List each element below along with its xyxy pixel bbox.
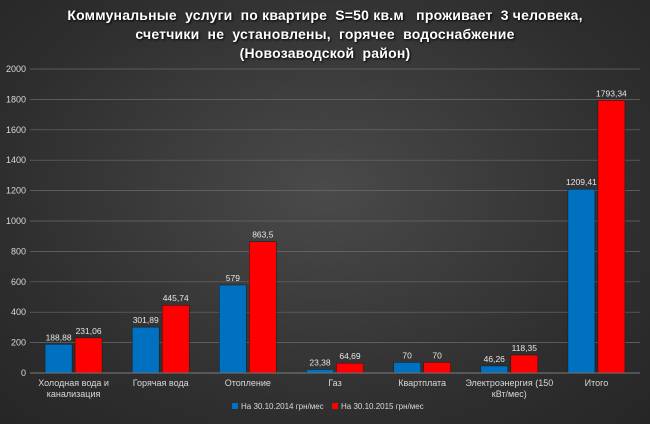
bar-series-1 [44, 344, 73, 374]
data-label: 46,26 [484, 354, 506, 364]
legend-entry-2: На 30.10.2015 грн/мес [341, 402, 424, 411]
bar-series-2 [510, 354, 539, 374]
legend-swatch-2 [332, 403, 338, 409]
x-tick-label: Итого [585, 378, 609, 388]
data-label: 1209,41 [566, 177, 597, 187]
y-tick-label: 1400 [6, 155, 26, 165]
gridlines [30, 68, 640, 374]
y-axis: 0 200 400 600 800 1000 1200 1400 1600 1800 2000 [6, 64, 26, 378]
x-tick-label: Горячая вода [133, 378, 189, 388]
legend-entry-1: На 30.10.2014 грн/мес [241, 402, 324, 411]
bar-series-1 [480, 365, 509, 374]
bar-series-1 [306, 369, 334, 374]
y-tick-label: 600 [11, 277, 26, 287]
y-tick-label: 1000 [6, 216, 26, 226]
x-tick-label: Холодная вода и канализация [38, 378, 109, 399]
legend: На 30.10.2014 грн/мес На 30.10.2015 грн/м… [232, 402, 424, 411]
bar-series-2 [423, 362, 451, 374]
bars [44, 100, 626, 374]
bar-series-1 [219, 284, 247, 374]
data-label: 188,88 [46, 332, 72, 342]
x-tick-label: Отопление [225, 378, 271, 388]
y-tick-label: 200 [11, 338, 26, 348]
data-label: 70 [402, 350, 412, 360]
data-label: 301,89 [133, 315, 159, 325]
chart-title-line-1: Коммунальные услуги по квартире S=50 кв.… [67, 7, 583, 23]
data-label: 70 [432, 350, 442, 360]
data-label: 23,38 [309, 357, 331, 367]
y-tick-label: 1200 [6, 186, 26, 196]
y-tick-label: 0 [21, 368, 26, 378]
bar-series-2 [74, 337, 103, 374]
chart-title: Коммунальные услуги по квартире S=50 кв.… [0, 6, 650, 63]
x-tick-label: Электроэнергия (150 кВт/мес) [465, 378, 553, 399]
bar-series-1 [393, 362, 421, 374]
data-label: 863,5 [252, 230, 274, 240]
y-tick-label: 2000 [6, 64, 26, 74]
y-tick-label: 800 [11, 246, 26, 256]
data-label: 118,35 [512, 343, 538, 353]
chart-title-line-2: счетчики не установлены, горячее водосна… [135, 26, 515, 42]
bar-series-2 [336, 362, 364, 374]
x-axis: Холодная вода и канализация Горячая вода От… [30, 372, 640, 399]
y-tick-label: 1800 [6, 94, 26, 104]
bar-series-1 [567, 188, 596, 374]
bar-series-2 [597, 100, 626, 374]
y-tick-label: 1600 [6, 125, 26, 135]
x-tick-label: Квартплата [398, 378, 446, 388]
data-label: 445,74 [163, 293, 189, 303]
bar-series-2 [161, 304, 190, 374]
y-tick-label: 400 [11, 307, 26, 317]
data-label: 579 [226, 273, 240, 283]
data-label: 1793,34 [596, 88, 627, 98]
chart-title-line-3: (Новозаводской район) [239, 45, 411, 61]
bar-series-2 [249, 241, 277, 374]
legend-swatch-1 [232, 403, 238, 409]
data-label: 231,06 [76, 326, 102, 336]
data-label: 64,69 [339, 351, 361, 361]
bar-series-1 [131, 326, 160, 374]
x-tick-label: Газ [328, 378, 341, 388]
data-labels: 188,88 301,89 579 23,38 70 46,26 1209,41 231,06… [46, 88, 627, 367]
